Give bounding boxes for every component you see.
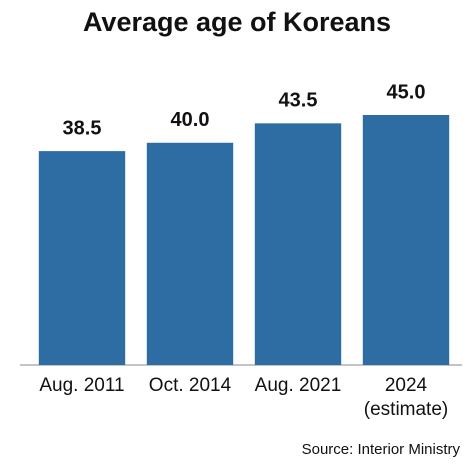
bar	[146, 142, 234, 365]
x-tick-label: Aug. 2021	[255, 375, 342, 396]
value-label: 38.5	[63, 117, 102, 139]
chart-title: Average age of Koreans	[83, 7, 391, 37]
value-label: 43.5	[279, 90, 318, 112]
bar	[362, 115, 450, 365]
x-tick-label: Aug. 2011	[39, 375, 124, 396]
bar	[254, 123, 342, 365]
x-tick-label: 2024 (estimate)	[364, 375, 448, 420]
x-tick-label: Oct. 2014	[149, 375, 232, 396]
source-note: Source: Interior Ministry	[302, 441, 461, 458]
bar	[38, 151, 126, 365]
value-label: 40.0	[171, 109, 210, 131]
value-label: 45.0	[387, 81, 426, 103]
